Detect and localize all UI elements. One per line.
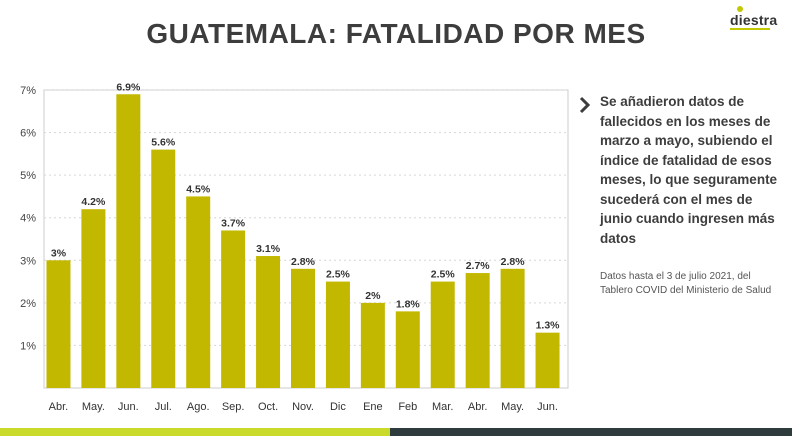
bar: [81, 209, 106, 388]
bar: [500, 268, 525, 388]
data-label: 1.8%: [396, 298, 421, 310]
logo-text: diestra: [730, 12, 778, 28]
bar: [256, 256, 281, 388]
diestra-logo: diestra: [730, 4, 778, 32]
bar: [430, 281, 455, 388]
footer-dark-bar: [390, 428, 792, 436]
fatality-bar-chart: 1% 2% 3% 4% 5% 6% 7% 3% Abr. 4.2% May. 6.9% Jun. 5.6%…: [20, 81, 569, 413]
y-tick-label: 3%: [20, 255, 36, 267]
source-note: Datos hasta el 3 de julio 2021, del Tabl…: [600, 271, 772, 296]
y-tick-label: 5%: [20, 170, 36, 182]
bar: [151, 149, 176, 388]
y-tick-label: 4%: [20, 213, 36, 225]
bar: [186, 196, 211, 388]
bar: [465, 273, 490, 388]
data-label: 2.8%: [501, 256, 526, 268]
bar: [46, 260, 71, 388]
x-tick-label: Nov.: [292, 401, 314, 413]
bar: [360, 302, 385, 388]
y-tick-label: 6%: [20, 128, 36, 140]
data-label: 2.5%: [326, 269, 351, 281]
x-tick-label: Sep.: [222, 401, 245, 413]
bar: [535, 332, 560, 388]
annotation-note: Se añadieron datos de fallecidos en los …: [600, 94, 778, 246]
x-tick-label: Jun.: [537, 401, 558, 413]
x-tick-label: May.: [501, 401, 524, 413]
x-tick-label: Jul.: [155, 401, 172, 413]
data-label: 6.9%: [116, 81, 141, 93]
x-tick-label: Ene: [363, 401, 383, 413]
data-label: 1.3%: [536, 320, 561, 332]
y-tick-label: 2%: [20, 298, 36, 310]
footer-accent-bar: [0, 428, 390, 436]
x-tick-label: Abr.: [468, 401, 488, 413]
data-label: 3%: [51, 247, 67, 259]
data-label: 3.1%: [256, 243, 281, 255]
data-label: 4.5%: [186, 183, 211, 195]
bar: [291, 268, 315, 388]
data-label: 2%: [365, 290, 381, 302]
x-tick-label: Dic: [330, 401, 346, 413]
x-tick-label: Jun.: [118, 401, 139, 413]
y-tick-label: 7%: [20, 85, 36, 97]
bar: [395, 311, 420, 388]
x-tick-label: May.: [82, 401, 105, 413]
data-label: 2.5%: [431, 269, 456, 281]
bar: [221, 230, 246, 388]
data-label: 2.8%: [291, 256, 316, 268]
x-tick-label: Abr.: [49, 401, 69, 413]
data-label: 5.6%: [151, 137, 176, 149]
x-tick-label: Ago.: [187, 401, 210, 413]
x-tick-label: Mar.: [432, 401, 453, 413]
page-title: GUATEMALA: FATALIDAD POR MES: [146, 18, 646, 49]
x-tick-label: Feb: [398, 401, 417, 413]
data-label: 4.2%: [81, 196, 106, 208]
logo-underline: [730, 28, 770, 30]
logo-dot-icon: [737, 6, 743, 12]
bar: [116, 94, 141, 388]
y-tick-label: 1%: [20, 340, 36, 352]
data-label: 2.7%: [466, 260, 491, 272]
bar: [325, 281, 350, 388]
chevron-right-icon: [579, 96, 591, 114]
x-tick-label: Oct.: [258, 401, 278, 413]
side-panel: Se añadieron datos de fallecidos en los …: [578, 92, 778, 298]
data-label: 3.7%: [221, 217, 246, 229]
